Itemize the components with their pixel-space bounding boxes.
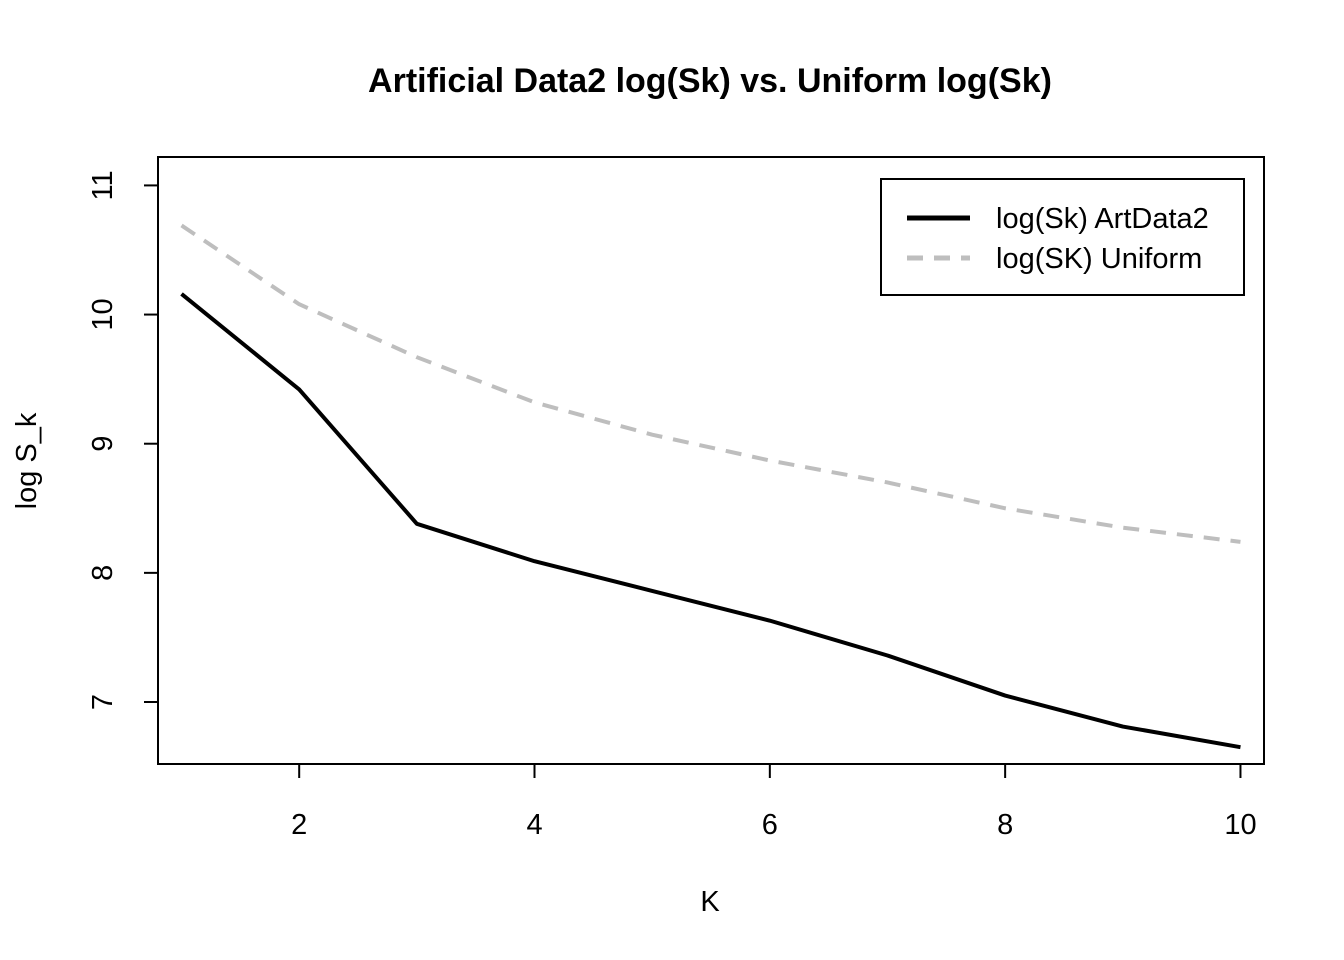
x-tick-label-3: 8 bbox=[997, 809, 1013, 841]
x-tick-label-0: 2 bbox=[291, 809, 307, 841]
chart-title: Artificial Data2 log(Sk) vs. Uniform log… bbox=[368, 62, 1052, 100]
y-axis-label: log S_k bbox=[11, 412, 43, 509]
series-line-1 bbox=[180, 223, 1241, 544]
legend-box bbox=[880, 178, 1245, 296]
legend-label-0: log(Sk) ArtData2 bbox=[996, 203, 1209, 235]
y-tick-label-0: 7 bbox=[87, 694, 119, 710]
series-layer bbox=[180, 223, 1241, 750]
x-tick-label-2: 6 bbox=[762, 809, 778, 841]
legend-label-1: log(SK) Uniform bbox=[996, 243, 1202, 275]
series-line-0 bbox=[180, 292, 1241, 750]
y-tick-label-3: 10 bbox=[87, 298, 119, 330]
legend: log(Sk) ArtData2 log(SK) Uniform bbox=[880, 178, 1245, 296]
y-tick-label-2: 9 bbox=[87, 436, 119, 452]
x-axis: 2 4 6 8 10 bbox=[291, 763, 1257, 841]
y-axis: 7 8 9 10 11 bbox=[87, 170, 159, 710]
y-tick-label-4: 11 bbox=[87, 170, 119, 200]
x-tick-label-4: 10 bbox=[1224, 809, 1256, 841]
x-tick-label-1: 4 bbox=[526, 809, 542, 841]
y-tick-label-1: 8 bbox=[87, 565, 119, 581]
x-axis-label: K bbox=[700, 886, 720, 918]
